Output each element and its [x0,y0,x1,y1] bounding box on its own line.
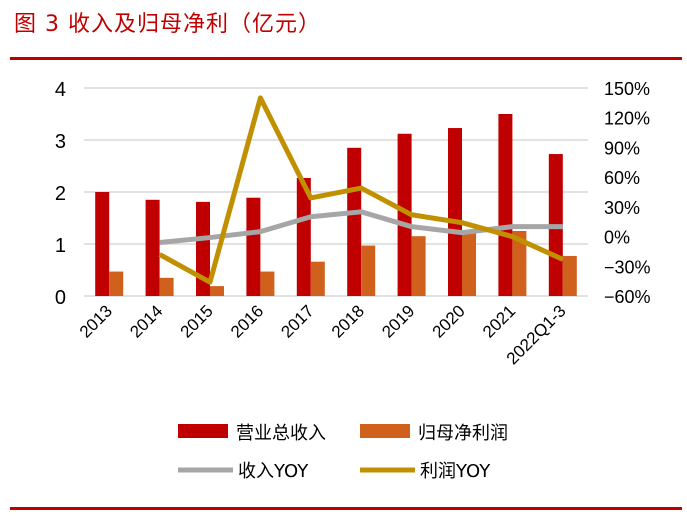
legend-label: 归母净利润 [418,423,508,444]
bar-revenue [498,114,513,296]
bottom-rule [10,507,682,510]
bar-net-profit [462,233,476,296]
title-rule [10,57,682,60]
bar-revenue [347,147,362,296]
bar-revenue [246,197,261,296]
bar-net-profit [562,255,577,296]
bar-net-profit [159,277,174,296]
x-tick-label: 2017 [277,301,317,341]
right-tick-label: 30% [604,198,640,218]
right-tick-label: 0% [604,228,630,248]
x-tick-label: 2021 [479,301,519,341]
x-tick-label: 2019 [378,301,418,341]
x-tick-label: 2020 [429,301,469,341]
legend-label: 收入YOY [238,461,309,482]
x-tick-label: 2014 [126,301,166,341]
bar-net-profit [109,271,124,296]
right-tick-label: −30% [604,257,651,277]
bar-net-profit [260,271,275,296]
right-tick-label: −60% [604,287,651,307]
bar-net-profit [512,231,527,296]
right-tick-label: 120% [604,109,650,129]
chart-title: 图 3 收入及归母净利（亿元） [14,12,321,37]
right-tick-label: 150% [604,79,650,99]
bar-net-profit [361,245,376,296]
bar-revenue [196,201,210,296]
bar-revenue [448,128,462,296]
legend-label: 营业总收入 [236,423,326,444]
left-tick-label: 4 [55,79,66,101]
bar-revenue [145,199,160,296]
bar-net-profit [310,261,325,296]
bar-net-profit [411,236,426,296]
bar-revenue [95,192,110,296]
right-tick-label: 60% [604,168,640,188]
bar-net-profit [210,286,224,296]
legend-swatch [360,424,410,438]
legend-swatch [178,424,228,438]
legend-label: 利润YOY [420,461,491,482]
bar-revenue [397,133,412,296]
right-tick-label: 90% [604,138,640,158]
left-tick-label: 2 [55,183,66,205]
x-tick-label: 2018 [328,301,368,341]
x-tick-label: 2013 [76,301,116,341]
left-tick-label: 1 [55,235,66,257]
left-tick-label: 3 [55,131,66,153]
x-tick-label: 2016 [227,301,267,341]
x-tick-label: 2015 [177,301,217,341]
bar-revenue [296,177,311,296]
left-tick-label: 0 [55,287,66,309]
